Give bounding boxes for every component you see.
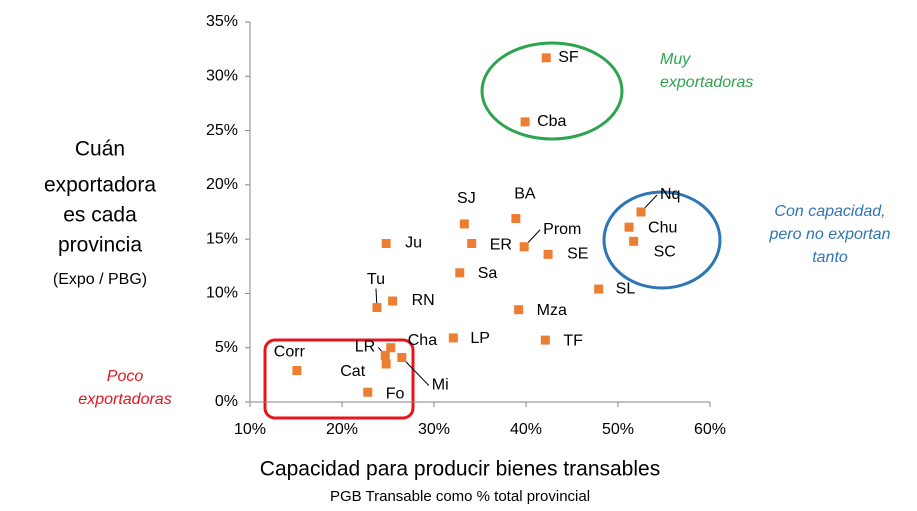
annotation: tanto (812, 249, 848, 266)
point-label: Cba (537, 113, 566, 130)
point-label: Ju (405, 235, 422, 252)
x-tick-label: 50% (602, 421, 634, 438)
highlight-ellipse (602, 190, 722, 290)
point-label: SJ (457, 190, 476, 207)
point (629, 236, 639, 246)
y-axis-label: provincia (58, 234, 142, 257)
point-label: Cha (408, 332, 437, 349)
point (448, 333, 458, 343)
point (519, 242, 529, 252)
point (363, 387, 373, 397)
point (467, 238, 477, 248)
point-label: Tu (367, 271, 385, 288)
point (514, 305, 524, 315)
point-label: Prom (543, 221, 581, 238)
point (636, 207, 646, 217)
x-axis-label: Capacidad para producir bienes transable… (260, 458, 660, 481)
leader-line (401, 357, 430, 386)
annotation: Muy (660, 51, 691, 68)
point (380, 350, 390, 360)
y-axis-label: exportadora (44, 174, 156, 197)
y-axis-label: es cada (63, 204, 137, 227)
point-label: BA (514, 186, 536, 203)
y-tick-label: 25% (206, 122, 238, 139)
point-label: RN (412, 292, 435, 309)
annotation: exportadoras (660, 74, 753, 91)
x-axis-sublabel: PGB Transable como % total provincial (330, 488, 590, 505)
point-label: SC (654, 244, 676, 261)
x-tick-label: 20% (326, 421, 358, 438)
point-label: TF (563, 332, 583, 349)
x-tick-label: 40% (510, 421, 542, 438)
point-label: Cat (340, 363, 365, 380)
point-label: Mza (537, 302, 567, 319)
point (397, 352, 407, 362)
point (520, 117, 530, 127)
point-label: Corr (274, 344, 306, 361)
annotation: Con capacidad, (774, 203, 885, 220)
point-label: LP (470, 330, 490, 347)
point (594, 284, 604, 294)
point (386, 343, 396, 353)
point-label: Sa (478, 265, 498, 282)
point (388, 296, 398, 306)
point (540, 335, 550, 345)
y-axis-label: (Expo / PBG) (53, 271, 147, 288)
y-tick-label: 35% (206, 13, 238, 30)
point-label: SE (567, 246, 588, 263)
point (541, 53, 551, 63)
y-tick-label: 0% (215, 393, 238, 410)
highlight-box (263, 338, 415, 420)
y-axis-label: Cuán (75, 138, 125, 161)
x-tick-label: 60% (694, 421, 726, 438)
y-tick-label: 5% (215, 339, 238, 356)
annotation: Poco (107, 368, 144, 385)
point-label: Chu (648, 219, 677, 236)
point (372, 303, 382, 313)
x-tick-label: 10% (234, 421, 266, 438)
point (381, 359, 391, 369)
point (455, 268, 465, 278)
point (543, 249, 553, 259)
point-label: Mi (432, 377, 449, 394)
point (624, 222, 634, 232)
x-tick-label: 30% (418, 421, 450, 438)
point-label: ER (490, 237, 512, 254)
point (292, 366, 302, 376)
point-label: SF (558, 49, 579, 66)
point-label: LR (355, 339, 375, 356)
point (511, 214, 521, 224)
point-label: Fo (386, 385, 405, 402)
y-tick-label: 10% (206, 285, 238, 302)
y-tick-label: 20% (206, 176, 238, 193)
y-tick-label: 15% (206, 230, 238, 247)
point-label: Nq (660, 186, 680, 203)
point (381, 238, 391, 248)
point-label: SL (616, 280, 636, 297)
annotation: exportadoras (78, 391, 171, 408)
highlight-ellipse (480, 41, 624, 141)
point (459, 219, 469, 229)
annotation: pero no exportan (769, 226, 891, 243)
y-tick-label: 30% (206, 68, 238, 85)
